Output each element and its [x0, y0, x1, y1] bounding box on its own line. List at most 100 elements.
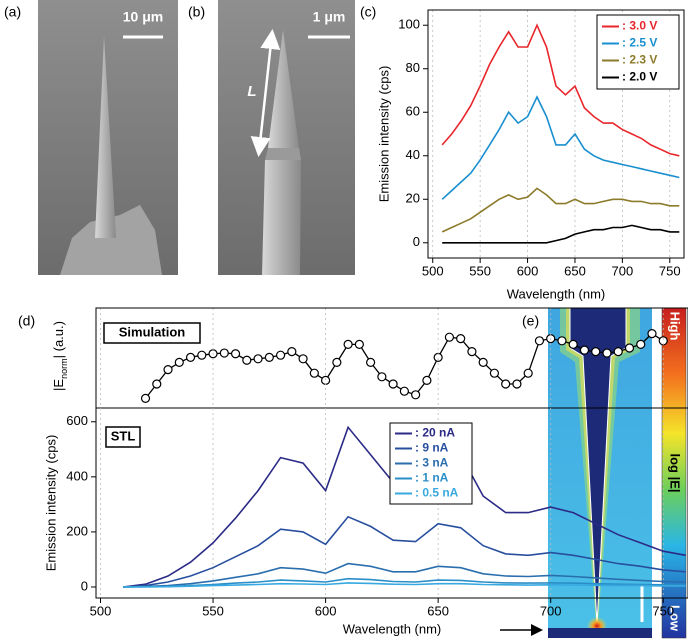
plot-frame: [95, 307, 688, 599]
y-axis-label-part: norm: [59, 358, 69, 379]
legend-label: : 0.5 nA: [415, 486, 459, 500]
y-tick-label: 60: [406, 104, 420, 119]
x-axis-label: Wavelength (nm): [507, 286, 606, 301]
sem-base: [60, 205, 162, 275]
legend-label: : 3.0 V: [622, 19, 657, 33]
x-tick-label: 550: [202, 603, 224, 618]
data-point: [366, 357, 376, 367]
data-point: [275, 350, 286, 360]
data-point: [174, 357, 184, 367]
legend-label: : 3 nA: [415, 456, 449, 470]
data-point: [636, 339, 646, 349]
x-tick-label: 500: [422, 263, 444, 278]
legend-label: : 20 nA: [415, 426, 455, 440]
data-point: [140, 393, 151, 403]
colorbar: [661, 307, 687, 639]
data-point: [501, 379, 511, 389]
y-tick-label: 100: [398, 17, 420, 32]
data-point: [467, 347, 477, 357]
data-point: [242, 355, 252, 365]
data-point: [624, 343, 635, 353]
legend-label: : 2.0 V: [622, 70, 657, 84]
data-point: [298, 354, 308, 364]
title-box: [103, 322, 201, 344]
data-point: [343, 339, 353, 349]
sem-tip: [95, 36, 116, 238]
data-point: [534, 336, 545, 346]
y-axis-label: Emission intensity (cps): [376, 66, 391, 203]
x-tick-label: 600: [517, 263, 539, 278]
sem-shaft: [262, 160, 301, 275]
data-point: [152, 379, 162, 389]
data-point: [377, 372, 387, 382]
x-axis-label: Wavelength (nm): [343, 621, 442, 636]
y-tick-label: 40: [406, 147, 420, 162]
legend-label: : 9 nA: [415, 441, 449, 455]
series-line: [122, 562, 686, 588]
data-point: [422, 375, 432, 385]
legend-label: : 2.5 V: [622, 36, 657, 50]
series-line: [122, 515, 686, 588]
series-line: [123, 582, 686, 588]
x-tick-label: 750: [652, 603, 674, 618]
colorbar-bottom: Low: [668, 605, 683, 632]
title-box: [105, 426, 141, 448]
panel-label: (c): [360, 4, 376, 20]
data-point: [309, 368, 319, 378]
x-tick-label: 600: [315, 603, 337, 618]
data-point: [647, 329, 657, 339]
tip-shape: [569, 307, 627, 625]
x-tick-label: 700: [612, 263, 634, 278]
colorbar-title: log |E|: [668, 453, 683, 492]
data-point: [253, 354, 263, 364]
legend-label: : 1 nA: [415, 471, 449, 485]
data-point: [444, 332, 454, 342]
y-tick-label: 600: [66, 413, 88, 428]
x-tick-label: 550: [469, 263, 491, 278]
data-point: [264, 352, 274, 362]
data-point: [591, 347, 601, 357]
colorbar-top: High: [668, 312, 683, 341]
field-map: High log |E| Low: [500, 307, 687, 639]
data-point: [354, 339, 364, 349]
x-tick-label: 500: [90, 603, 112, 618]
scale-label: 1 μm: [313, 9, 346, 25]
length-label: L: [247, 83, 256, 100]
y-axis-label: Emission intensity (cps): [43, 435, 58, 572]
data-point: [456, 334, 466, 344]
data-point: [230, 349, 241, 359]
legend-label: : 2.3 V: [622, 53, 657, 67]
x-tick-label: 750: [659, 263, 681, 278]
series-line: [441, 95, 680, 200]
x-tick-label: 700: [540, 603, 562, 618]
panel-title: Simulation: [119, 324, 186, 339]
data-point: [512, 379, 522, 389]
data-point: [478, 357, 488, 367]
data-point: [602, 348, 612, 358]
y-tick-label: 200: [66, 523, 88, 538]
substrate: [548, 628, 652, 638]
panel-label: (d): [18, 313, 35, 329]
scale-label: 10 μm: [123, 9, 163, 25]
panel-label: (b): [188, 4, 205, 20]
y-tick-label: 0: [413, 234, 420, 249]
data-point: [568, 339, 578, 349]
panel-label: (e): [522, 313, 539, 329]
length-arrow: [250, 29, 281, 157]
data-point: [411, 390, 421, 400]
data-point: [163, 365, 173, 375]
data-point: [185, 352, 196, 362]
data-point: [287, 347, 297, 357]
sem-ring: [265, 148, 301, 160]
y-axis-label: |Enorm| (a.u.): [51, 321, 69, 391]
data-point: [219, 348, 229, 358]
data-point: [197, 350, 207, 360]
y-axis-label-part: |E: [51, 379, 66, 391]
y-tick-label: 20: [406, 191, 420, 206]
data-point: [489, 368, 500, 378]
x-tick-label: 650: [427, 603, 449, 618]
data-point: [388, 379, 398, 389]
data-point: [579, 345, 590, 355]
y-axis-label-part: | (a.u.): [51, 321, 66, 358]
